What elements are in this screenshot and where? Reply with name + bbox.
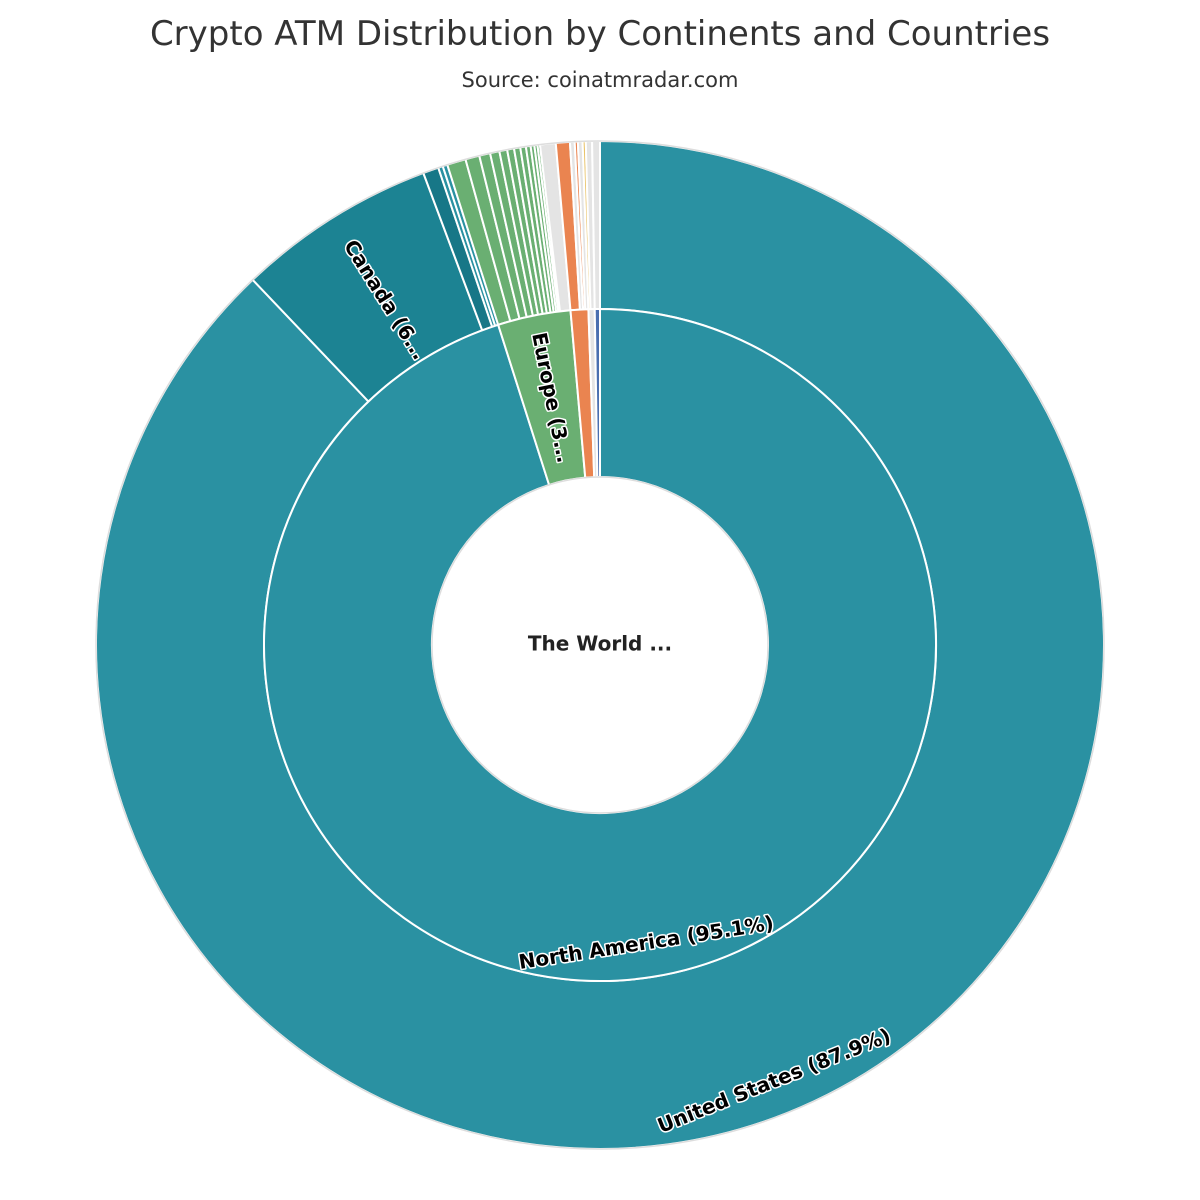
- outer-rim: [95, 140, 1105, 1150]
- chart-title: Crypto ATM Distribution by Continents an…: [149, 14, 1051, 54]
- chart-subtitle: Source: coinatmradar.com: [461, 68, 739, 92]
- country-ring: [95, 139, 1105, 1150]
- center-label: The World ...: [528, 632, 672, 656]
- center-hole: [431, 476, 769, 814]
